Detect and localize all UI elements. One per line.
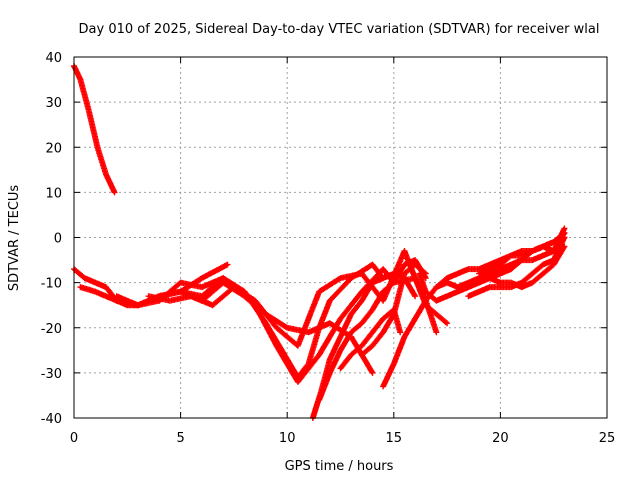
y-tick-label: 20 xyxy=(45,141,62,156)
y-tick-label: -30 xyxy=(41,367,62,382)
series-markers xyxy=(71,63,118,196)
x-tick-label: 10 xyxy=(279,431,296,446)
y-tick-label: 30 xyxy=(45,96,62,111)
y-tick-label: -20 xyxy=(41,322,62,337)
y-axis-title: SDTVAR / TECUs xyxy=(7,185,22,292)
chart-title: Day 010 of 2025, Sidereal Day-to-day VTE… xyxy=(79,22,600,37)
series-arc-1 xyxy=(71,63,118,196)
y-tick-label: -40 xyxy=(41,412,62,427)
series-arc-15 xyxy=(476,225,568,277)
data-series-layer xyxy=(71,63,568,421)
y-tick-label: 10 xyxy=(45,186,62,201)
x-tick-label: 20 xyxy=(492,431,509,446)
x-tick-label: 15 xyxy=(386,431,403,446)
x-tick-label: 25 xyxy=(599,431,616,446)
series-markers xyxy=(486,243,568,291)
y-tick-label: 40 xyxy=(45,51,62,66)
x-tick-label: 5 xyxy=(176,431,184,446)
series-arc-16 xyxy=(486,243,568,291)
y-tick-label: -10 xyxy=(41,277,62,292)
x-axis-title: GPS time / hours xyxy=(285,459,394,474)
x-tick-label: 0 xyxy=(70,431,78,446)
series-markers xyxy=(358,261,429,358)
grid-layer xyxy=(74,57,607,418)
y-tick-label: 0 xyxy=(54,232,62,247)
tick-layer: 0 5 10 15 20 25 -40 -30 -20 -10 0 10 20 30 40 xyxy=(41,51,616,446)
series-arc-8 xyxy=(316,257,429,403)
series-markers xyxy=(476,225,568,277)
series-arc-10 xyxy=(358,261,429,358)
series-markers xyxy=(316,257,429,403)
